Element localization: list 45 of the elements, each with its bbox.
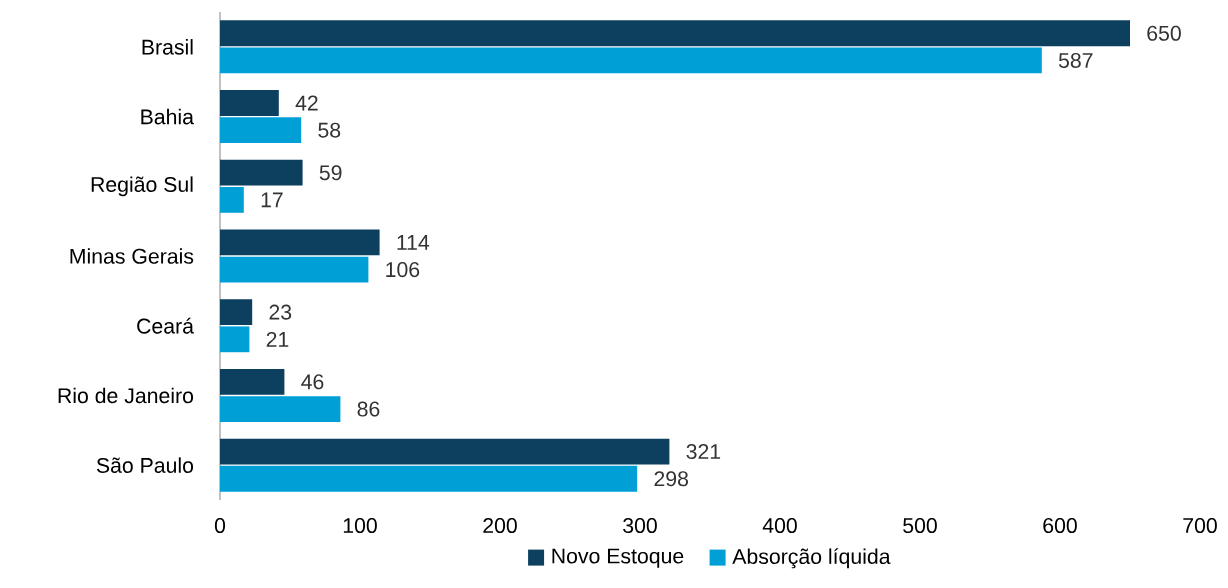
x-tick-label: 700 (1183, 518, 1217, 534)
data-label: 587 (1058, 52, 1093, 68)
data-label: 86 (357, 401, 380, 417)
x-tick-label: 400 (762, 518, 797, 534)
bar (220, 256, 369, 283)
bar (220, 47, 1042, 74)
data-label: 23 (269, 304, 292, 320)
x-tick-label: 100 (343, 518, 377, 534)
bar (220, 186, 244, 213)
bar (220, 438, 670, 465)
legend-label: Absorção líquida (732, 548, 891, 569)
data-label: 46 (301, 374, 324, 390)
x-tick-label: 200 (483, 518, 517, 534)
bar (220, 229, 380, 256)
data-label: 17 (261, 192, 283, 208)
data-label: 59 (319, 165, 342, 181)
y-tick-label: Rio de Janeiro (58, 387, 194, 404)
y-tick-label: Bahia (141, 108, 194, 125)
y-tick-label: São Paulo (96, 457, 194, 473)
bar (220, 299, 253, 326)
y-tick-label: Minas Gerais (70, 248, 194, 264)
x-tick-label: 0 (214, 518, 226, 534)
data-label: 298 (654, 471, 688, 487)
data-label: 42 (295, 95, 318, 111)
bar (220, 465, 638, 492)
bar (220, 396, 341, 422)
bar (220, 20, 1130, 47)
bar (220, 117, 302, 144)
y-tick-label: Brasil (142, 39, 193, 55)
y-tick-label: Região Sul (91, 176, 193, 197)
x-tick-label: 600 (1043, 518, 1077, 534)
bar (220, 326, 250, 353)
data-label: 58 (318, 122, 341, 138)
x-tick-label: 300 (623, 518, 657, 534)
y-tick-label: Ceará (137, 317, 194, 334)
bar (220, 159, 303, 186)
bar (220, 368, 285, 395)
x-tick-label: 500 (903, 518, 937, 534)
data-label: 106 (386, 262, 420, 278)
data-label: 21 (266, 331, 289, 347)
data-label: 114 (397, 235, 430, 250)
data-label: 650 (1147, 25, 1181, 41)
legend-label: Novo Estoque (552, 548, 684, 568)
data-label: 321 (686, 444, 721, 460)
bar (220, 90, 279, 116)
